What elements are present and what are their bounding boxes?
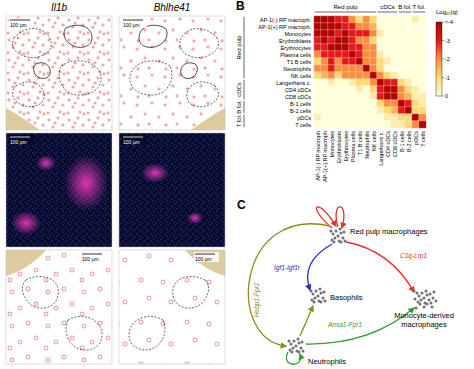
svg-text:Anxa1-Fpr1: Anxa1-Fpr1 [327, 321, 362, 329]
svg-text:Erythrocytes: Erythrocytes [280, 45, 311, 51]
svg-text:AP-1(+) RP macroph.: AP-1(+) RP macroph. [258, 24, 311, 30]
svg-text:CD4 cDCs: CD4 cDCs [285, 87, 311, 93]
svg-text:T fol.: T fol. [412, 4, 426, 10]
svg-text:pDCs: pDCs [297, 115, 311, 121]
svg-text:AP-1(+) RP macroph: AP-1(+) RP macroph [322, 131, 328, 182]
svg-text:Igf1-Igf1r: Igf1-Igf1r [274, 264, 301, 272]
svg-text:Neutrophils: Neutrophils [283, 66, 311, 72]
svg-text:B fol.: B fol. [398, 4, 412, 10]
svg-text:Plasma cells: Plasma cells [350, 131, 356, 162]
svg-text:Neutrophils: Neutrophils [364, 131, 370, 159]
svg-text:0: 0 [445, 93, 448, 99]
svg-text:T1 B cells: T1 B cells [357, 131, 363, 155]
svg-text:100 μm: 100 μm [82, 256, 99, 262]
svg-text:Langerhans c.: Langerhans c. [378, 131, 384, 166]
svg-text:cDCs: cDCs [236, 82, 242, 97]
svg-text:Il1b: Il1b [51, 2, 68, 13]
svg-text:B-2 cells: B-2 cells [290, 108, 311, 114]
svg-text:CD8 cDCs: CD8 cDCs [285, 94, 311, 100]
svg-text:CD4 cDCs: CD4 cDCs [385, 131, 391, 157]
svg-text:Erythroblasts: Erythroblasts [336, 131, 342, 163]
svg-text:B-2 cells: B-2 cells [406, 131, 412, 152]
svg-text:B: B [236, 0, 245, 13]
svg-text:Bhlhe41: Bhlhe41 [154, 2, 191, 13]
svg-text:CD8 cDCs: CD8 cDCs [392, 131, 398, 157]
svg-text:-2: -2 [445, 56, 450, 62]
svg-text:-1: -1 [445, 75, 450, 81]
svg-text:pDCs: pDCs [413, 131, 419, 145]
svg-text:Red pulp: Red pulp [236, 35, 242, 60]
svg-text:Monocyte-derivedmacrophages: Monocyte-derivedmacrophages [394, 311, 454, 329]
svg-text:NK cells: NK cells [371, 131, 377, 151]
svg-text:Red pulp macrophages: Red pulp macrophages [350, 227, 428, 236]
svg-text:Log₁₀(q): Log₁₀(q) [436, 9, 458, 15]
svg-text:100 μm: 100 μm [123, 139, 140, 145]
svg-text:AP-1(-) RP macroph: AP-1(-) RP macroph [315, 131, 321, 181]
svg-text:T cells: T cells [420, 131, 426, 147]
svg-text:B fol.: B fol. [236, 100, 242, 114]
svg-text:T cells: T cells [295, 122, 311, 128]
svg-text:Basophils: Basophils [330, 293, 363, 302]
svg-text:Monocytes: Monocytes [329, 131, 335, 158]
svg-text:Erythroblasts: Erythroblasts [279, 38, 311, 44]
svg-text:Monocytes: Monocytes [284, 31, 311, 37]
svg-text:NK cells: NK cells [291, 73, 311, 79]
svg-text:T fol.: T fol. [236, 114, 242, 128]
svg-text:B-1 cells: B-1 cells [290, 101, 311, 107]
svg-text:AP-1(-) RP macroph.: AP-1(-) RP macroph. [260, 17, 312, 23]
svg-text:100 μm: 100 μm [10, 139, 27, 145]
svg-text:100 μm: 100 μm [195, 256, 212, 262]
svg-text:100 μm: 100 μm [123, 22, 140, 28]
svg-text:B-1 cells: B-1 cells [399, 131, 405, 152]
svg-text:-3: -3 [445, 38, 450, 44]
svg-text:T1 B cells: T1 B cells [287, 59, 311, 65]
svg-text:Red pulp: Red pulp [333, 4, 358, 10]
svg-text:cDCs: cDCs [380, 4, 395, 10]
svg-text:<-4: <-4 [445, 19, 453, 25]
svg-text:100 μm: 100 μm [10, 22, 27, 28]
svg-text:Plasma cells: Plasma cells [280, 52, 311, 58]
svg-text:Erythrocytes: Erythrocytes [343, 131, 349, 162]
svg-text:C1q-Lrp1: C1q-Lrp1 [400, 252, 427, 260]
svg-text:Langerhans c.: Langerhans c. [276, 80, 311, 86]
svg-text:Neutrophils: Neutrophils [308, 357, 346, 366]
svg-text:Hebp1-Fpr2: Hebp1-Fpr2 [253, 282, 261, 317]
svg-text:C: C [237, 198, 246, 212]
